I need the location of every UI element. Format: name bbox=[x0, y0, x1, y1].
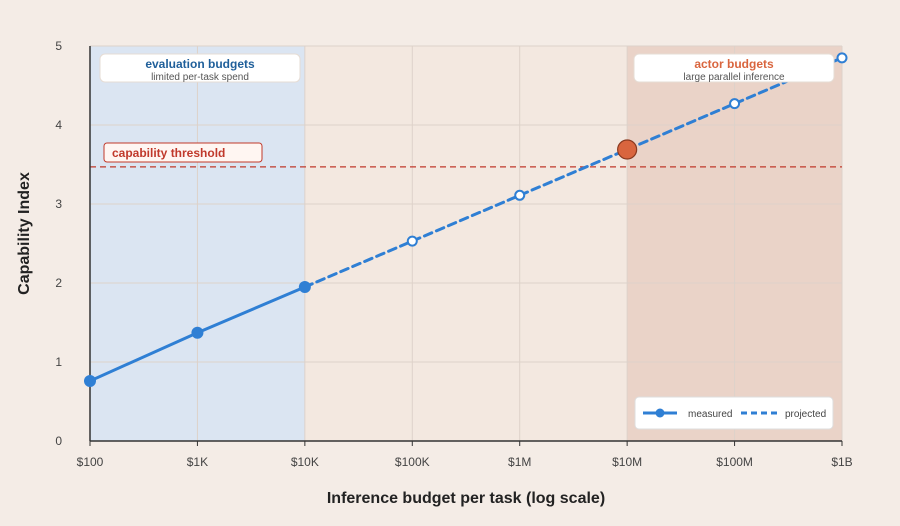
y-tick-label-0: 0 bbox=[55, 434, 62, 448]
threshold: capability threshold bbox=[90, 142, 842, 168]
point-measured-2 bbox=[298, 280, 311, 293]
x-tick-label-5: $10M bbox=[612, 455, 642, 469]
point-projected-1 bbox=[406, 235, 418, 247]
region-label-box-1 bbox=[633, 53, 835, 83]
x-tick-label-3: $100K bbox=[395, 455, 430, 469]
y-tick-label-5: 5 bbox=[55, 39, 62, 53]
legend-box bbox=[634, 396, 834, 430]
y-axis-title: Capability Index bbox=[16, 172, 33, 295]
region-label-box-0 bbox=[99, 53, 301, 83]
threshold-label-box bbox=[103, 142, 263, 163]
region-subtitle-0: limited per-task spend bbox=[151, 72, 249, 83]
y-tick-label-1: 1 bbox=[55, 355, 62, 369]
point-projected-4 bbox=[729, 98, 741, 110]
region-subtitle-1: large parallel inference bbox=[683, 72, 785, 83]
x-tick-label-2: $10K bbox=[291, 455, 319, 469]
y-tick-label-4: 4 bbox=[55, 118, 62, 132]
legend-label-projected: projected bbox=[785, 409, 826, 420]
x-tick-label-4: $1M bbox=[508, 455, 531, 469]
y-tick-label-2: 2 bbox=[55, 276, 62, 290]
point-projected-2 bbox=[514, 189, 526, 201]
x-tick-label-6: $100M bbox=[716, 455, 753, 469]
x-tick-label-7: $1B bbox=[831, 455, 852, 469]
point-projected-5 bbox=[836, 52, 848, 64]
series bbox=[84, 52, 848, 387]
point-measured-1 bbox=[191, 326, 204, 339]
x-tick-label-1: $1K bbox=[187, 455, 208, 469]
legend-marker-measured bbox=[655, 408, 665, 418]
point-measured-0 bbox=[84, 374, 96, 387]
legend: measured projected bbox=[634, 396, 834, 430]
x-tick-label-0: $100 bbox=[77, 455, 104, 469]
series-line-projected bbox=[303, 56, 844, 289]
legend-label-measured: measured bbox=[688, 409, 732, 420]
x-axis-title: Inference budget per task (log scale) bbox=[327, 490, 605, 507]
region-title-0: evaluation budgets bbox=[145, 57, 255, 71]
highlight-point bbox=[617, 139, 638, 160]
region-title-1: actor budgets bbox=[694, 57, 774, 71]
y-tick-label-3: 3 bbox=[55, 197, 62, 211]
threshold-label: capability threshold bbox=[112, 146, 225, 160]
